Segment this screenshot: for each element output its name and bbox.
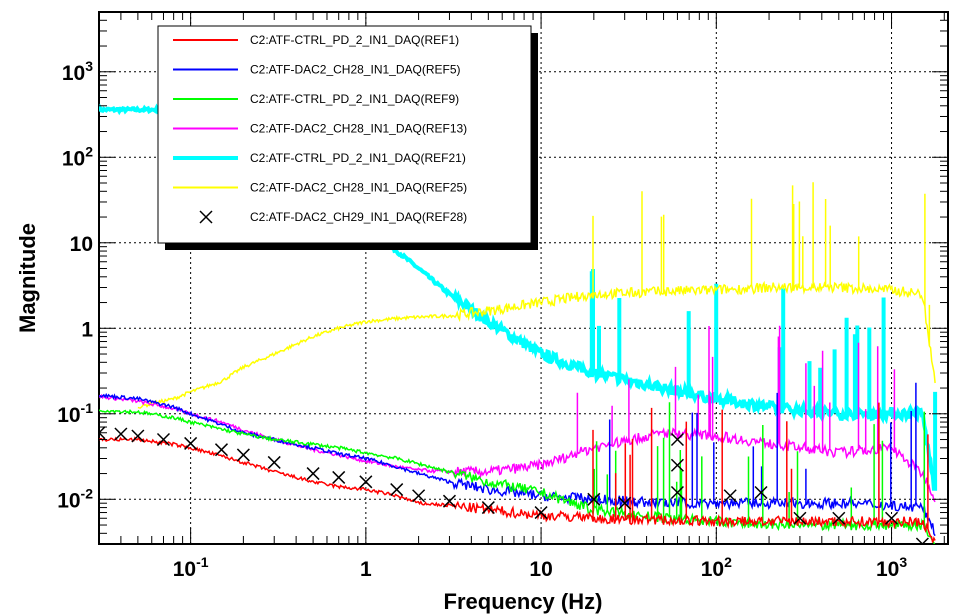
x-tick-label-4: 103 [876, 554, 907, 581]
x-marker-point [267, 455, 281, 469]
series-line-1 [99, 382, 936, 537]
x-marker-point [754, 485, 768, 500]
x-marker-point [793, 511, 807, 525]
legend-label-2: C2:ATF-CTRL_PD_2_IN1_DAQ(REF9) [250, 92, 459, 106]
legend-swatch-6-b [199, 210, 213, 224]
x-marker-point [832, 511, 846, 525]
legend-box [157, 25, 532, 244]
legend-label-3: C2:ATF-DAC2_CH28_IN1_DAQ(REF13) [250, 122, 467, 136]
legend-label-6: C2:ATF-DAC2_CH29_IN1_DAQ(REF28) [250, 210, 467, 224]
x-tick-label-0: 10-1 [173, 554, 209, 581]
x-marker-point [534, 506, 548, 520]
y-tick-label-1: 10-1 [57, 400, 93, 427]
y-tick-label-3: 10 [70, 233, 93, 256]
series-line-3 [99, 325, 936, 503]
x-marker-point [670, 432, 684, 447]
x-marker-point [885, 511, 899, 525]
plot-frame [98, 11, 949, 545]
x-marker-point [156, 432, 171, 447]
x-marker-point [390, 483, 404, 497]
series-line-0 [99, 402, 936, 543]
x-tick-label-2: 10 [529, 558, 552, 581]
x-marker-point [723, 489, 737, 503]
x-marker-point [670, 458, 684, 472]
x-marker-point [670, 485, 684, 500]
x-marker-point [442, 494, 456, 508]
x-marker-point [587, 492, 601, 506]
y-tick-label-2: 1 [81, 318, 93, 341]
x-marker-point [915, 537, 929, 544]
x-marker-point [359, 475, 373, 489]
y-tick-label-4: 102 [62, 143, 93, 170]
x-axis-title: Frequency (Hz) [444, 589, 603, 614]
y-tick-label-0: 10-2 [57, 485, 93, 512]
x-marker-point [306, 467, 320, 481]
x-tick-label-3: 102 [701, 554, 732, 581]
x-marker-point [618, 496, 632, 510]
y-axis-title: Magnitude [15, 223, 40, 333]
axis-ticks: 10-1 1 10 102 103 10-2 10-1 1 10 102 103 [57, 11, 948, 581]
y-tick-label-5: 103 [62, 58, 93, 85]
legend-label-4: C2:ATF-CTRL_PD_2_IN1_DAQ(REF21) [250, 151, 466, 165]
x-marker-point [184, 436, 198, 450]
legend-label-0: C2:ATF-CTRL_PD_2_IN1_DAQ(REF1) [250, 33, 459, 47]
x-marker-point [214, 443, 229, 457]
legend: C2:ATF-CTRL_PD_2_IN1_DAQ(REF1) C2:ATF-DAC… [157, 25, 538, 250]
x-marker-point [412, 489, 426, 503]
series-line-5 [137, 182, 936, 409]
x-marker-point [236, 448, 250, 462]
series-markers-6 [99, 426, 929, 544]
legend-label-1: C2:ATF-DAC2_CH28_IN1_DAQ(REF5) [250, 63, 461, 77]
x-marker-point [114, 427, 128, 441]
legend-label-5: C2:ATF-DAC2_CH28_IN1_DAQ(REF25) [250, 181, 467, 195]
x-tick-label-1: 1 [360, 558, 372, 581]
x-marker-point [332, 470, 346, 484]
x-marker-point [99, 426, 106, 440]
x-marker-point [481, 501, 495, 515]
x-marker-point [131, 429, 145, 443]
